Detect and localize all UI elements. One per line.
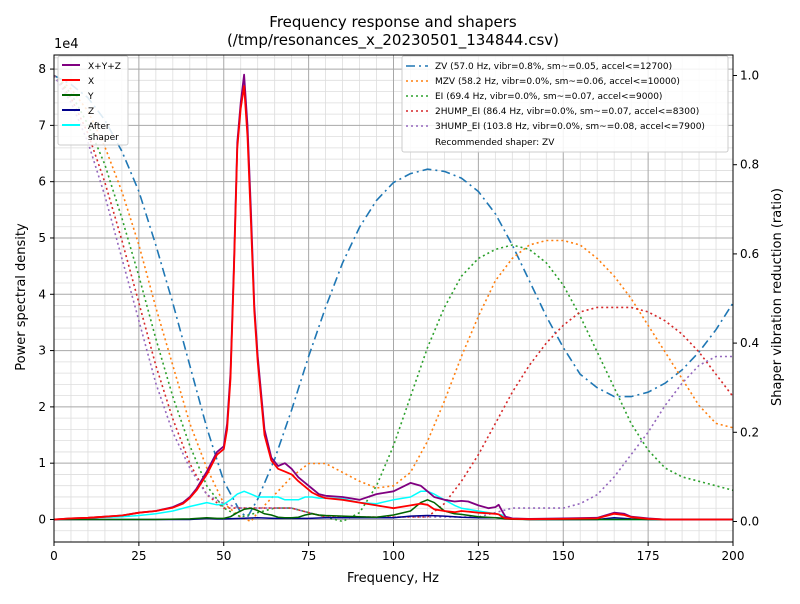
chart-subtitle: (/tmp/resonances_x_20230501_134844.csv) bbox=[227, 31, 559, 50]
x-tick-label: 175 bbox=[637, 549, 660, 563]
legend-right-label: 3HUMP_EI (103.8 Hz, vibr=0.0%, sm~=0.08,… bbox=[435, 122, 705, 132]
y2-tick-label: 0.4 bbox=[740, 336, 759, 350]
legend-right-box bbox=[401, 55, 729, 153]
y2-tick-label: 0.2 bbox=[740, 425, 759, 439]
y-tick-label: 2 bbox=[38, 400, 46, 414]
x-tick-label: 200 bbox=[722, 549, 745, 563]
y-tick-label: 1 bbox=[38, 456, 46, 470]
shaper-line-0 bbox=[53, 74, 734, 518]
legend-left-box bbox=[57, 55, 129, 146]
y2-axis-label: Shaper vibration reduction (ratio) bbox=[770, 188, 785, 406]
shaper-line-4 bbox=[53, 75, 733, 518]
legend-left-label: X bbox=[88, 77, 94, 87]
y2-tick-label: 0.6 bbox=[740, 247, 759, 261]
legend-right-label: EI (69.4 Hz, vibr=0.0%, sm~=0.07, accel<… bbox=[435, 92, 662, 102]
x-tick-label: 100 bbox=[382, 549, 405, 563]
x-tick-label: 25 bbox=[131, 549, 146, 563]
y-tick-label: 3 bbox=[38, 344, 46, 358]
shaper-line-3 bbox=[53, 75, 734, 518]
legend-right-label: 2HUMP_EI (86.4 Hz, vibr=0.0%, sm~=0.07, … bbox=[435, 107, 699, 117]
y-tick-label: 8 bbox=[38, 62, 46, 76]
y-tick-label: 0 bbox=[38, 512, 46, 526]
legend-left-label: Z bbox=[88, 107, 94, 117]
x-tick-label: 150 bbox=[552, 549, 575, 563]
y2-tick-label: 0.0 bbox=[740, 514, 759, 528]
y-tick-label: 6 bbox=[38, 175, 46, 189]
x-tick-label: 50 bbox=[216, 549, 231, 563]
psd-line-1 bbox=[53, 85, 733, 521]
legend-right-label: MZV (58.2 Hz, vibr=0.0%, sm~=0.06, accel… bbox=[435, 77, 680, 87]
y-offset-label: 1e4 bbox=[54, 37, 79, 52]
legend-left-label: shaper bbox=[88, 133, 119, 143]
x-tick-label: 0 bbox=[50, 549, 58, 563]
y-tick-label: 7 bbox=[38, 118, 46, 132]
y-tick-label: 5 bbox=[38, 231, 46, 245]
y-axis-label: Power spectral density bbox=[14, 223, 29, 371]
x-axis-label: Frequency, Hz bbox=[347, 571, 439, 586]
shaper-line-1 bbox=[53, 74, 734, 523]
plot-area: 0 25 50 75 100 125 150 175 200 0 1 2 3 4 5 6 7 8 0.0 0.2 0.4… bbox=[38, 54, 759, 563]
shaper-line-2 bbox=[53, 74, 734, 523]
legend-left-label: After bbox=[88, 122, 110, 132]
legend-right-label: ZV (57.0 Hz, vibr=0.8%, sm~=0.05, accel<… bbox=[435, 62, 672, 72]
legend-left-label: X+Y+Z bbox=[88, 62, 121, 72]
legend-left-label: Y bbox=[87, 92, 94, 102]
y-tick-label: 4 bbox=[38, 287, 46, 301]
x-tick-label: 125 bbox=[467, 549, 490, 563]
y2-tick-label: 0.8 bbox=[740, 158, 759, 172]
chart-title: Frequency response and shapers bbox=[269, 13, 517, 31]
y2-tick-label: 1.0 bbox=[740, 69, 759, 83]
x-tick-label: 75 bbox=[301, 549, 316, 563]
legend-right-note: Recommended shaper: ZV bbox=[435, 138, 555, 148]
